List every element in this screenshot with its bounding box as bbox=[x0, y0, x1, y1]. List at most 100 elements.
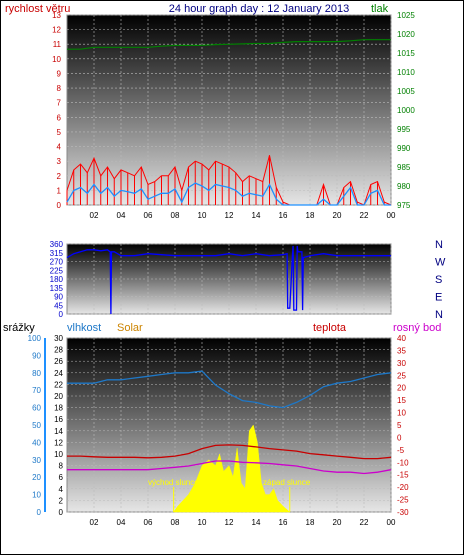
wind-time-tick-label: 08 bbox=[171, 211, 180, 220]
pressure-line bbox=[67, 39, 391, 50]
pressure-tick-label: 1005 bbox=[397, 87, 415, 96]
temperature-tick-label: 0 bbox=[397, 433, 402, 442]
pressure-tick-label: 1015 bbox=[397, 49, 415, 58]
dewpoint-line bbox=[67, 460, 392, 475]
wind-tick-label: 10 bbox=[52, 55, 61, 64]
solar-label: Solar bbox=[117, 322, 143, 334]
pressure-tick-label: 980 bbox=[397, 182, 411, 191]
rain-tick-label: 90 bbox=[32, 351, 41, 360]
temperature-tick-label: 35 bbox=[397, 346, 406, 355]
direction-tick-label: 90 bbox=[54, 293, 63, 302]
temperature-tick-label: -5 bbox=[397, 446, 405, 455]
pressure-tick-label: 1010 bbox=[397, 68, 415, 77]
rain-tick-label: 80 bbox=[32, 369, 41, 378]
wind-time-tick-label: 10 bbox=[198, 211, 207, 220]
wind-time-tick-label: 06 bbox=[144, 211, 153, 220]
solar-tick-label: 14 bbox=[54, 427, 63, 436]
solar-tick-label: 8 bbox=[59, 462, 64, 471]
rain-label: srážky bbox=[3, 322, 35, 334]
solar-tick-label: 4 bbox=[59, 485, 64, 494]
compass-tick-label: W bbox=[435, 257, 446, 269]
wind-tick-label: 13 bbox=[52, 11, 61, 20]
direction-tick-label: 225 bbox=[50, 266, 64, 275]
solar-tick-label: 30 bbox=[54, 334, 63, 343]
pressure-tick-label: 990 bbox=[397, 144, 411, 153]
temp-time-tick-label: 08 bbox=[171, 518, 180, 527]
wind-time-tick-label: 12 bbox=[225, 211, 234, 220]
temp-time-tick-label: 14 bbox=[252, 518, 261, 527]
wind-tick-label: 0 bbox=[57, 201, 62, 210]
wind-tick-label: 7 bbox=[57, 99, 62, 108]
temperature-tick-label: -15 bbox=[397, 471, 409, 480]
temp-time-tick-label: 10 bbox=[198, 518, 207, 527]
pressure-tick-label: 1000 bbox=[397, 106, 415, 115]
solar-tick-label: 26 bbox=[54, 357, 63, 366]
rain-tick-label: 50 bbox=[32, 421, 41, 430]
wind-time-tick-label: 00 bbox=[387, 211, 396, 220]
wind-tick-label: 6 bbox=[57, 113, 62, 122]
pressure-tick-label: 1020 bbox=[397, 30, 415, 39]
direction-tick-label: 135 bbox=[50, 284, 64, 293]
temperature-panel: 0102030405060708090100024681012141618202… bbox=[28, 334, 409, 527]
direction-tick-label: 270 bbox=[50, 258, 64, 267]
rain-tick-label: 20 bbox=[32, 473, 41, 482]
solar-tick-label: 18 bbox=[54, 404, 63, 413]
wind-time-tick-label: 16 bbox=[279, 211, 288, 220]
direction-tick-label: 360 bbox=[50, 240, 64, 249]
temperature-tick-label: -10 bbox=[397, 458, 409, 467]
wind-tick-label: 3 bbox=[57, 157, 62, 166]
wind-time-tick-label: 14 bbox=[252, 211, 261, 220]
wind-direction-line bbox=[66, 245, 391, 315]
solar-tick-label: 10 bbox=[54, 450, 63, 459]
direction-tick-label: 180 bbox=[50, 275, 64, 284]
temperature-tick-label: 40 bbox=[397, 334, 406, 343]
pressure-tick-label: 995 bbox=[397, 125, 411, 134]
solar-tick-label: 2 bbox=[59, 496, 64, 505]
sunset-annotation: západ slunce bbox=[263, 478, 311, 487]
wind-speed-label: rychlost větru bbox=[5, 3, 70, 15]
temperature-tick-label: 15 bbox=[397, 396, 406, 405]
direction-tick-label: 45 bbox=[54, 301, 63, 310]
temperature-tick-label: 5 bbox=[397, 421, 402, 430]
temperature-tick-label: 10 bbox=[397, 409, 406, 418]
solar-tick-label: 6 bbox=[59, 473, 64, 482]
compass-tick-label: S bbox=[435, 274, 442, 286]
temp-time-tick-label: 18 bbox=[306, 518, 315, 527]
rain-tick-label: 0 bbox=[37, 508, 42, 517]
solar-tick-label: 12 bbox=[54, 438, 63, 447]
temperature-line bbox=[67, 444, 392, 460]
solar-tick-label: 0 bbox=[59, 508, 64, 517]
temperature-tick-label: 20 bbox=[397, 384, 406, 393]
chart-title: 24 hour graph day : 12 January 2013 bbox=[169, 3, 349, 15]
rain-tick-label: 70 bbox=[32, 386, 41, 395]
compass-tick-label: E bbox=[435, 292, 442, 304]
compass-tick-label: N bbox=[435, 239, 443, 251]
wind-tick-label: 1 bbox=[57, 186, 62, 195]
temp-time-tick-label: 20 bbox=[333, 518, 342, 527]
sunrise-annotation: východ slunce bbox=[148, 478, 199, 487]
solar-area bbox=[173, 424, 291, 513]
solar-tick-label: 24 bbox=[54, 369, 63, 378]
wind-tick-label: 4 bbox=[57, 143, 62, 152]
wind-tick-label: 12 bbox=[52, 26, 61, 35]
pressure-label: tlak bbox=[371, 3, 389, 15]
rain-tick-label: 60 bbox=[32, 404, 41, 413]
temp-time-tick-label: 00 bbox=[387, 518, 396, 527]
wind-time-tick-label: 04 bbox=[117, 211, 126, 220]
direction-tick-label: 315 bbox=[50, 249, 64, 258]
solar-tick-label: 22 bbox=[54, 380, 63, 389]
dewpoint-label: rosný bod bbox=[393, 322, 441, 334]
solar-tick-label: 20 bbox=[54, 392, 63, 401]
temp-time-tick-label: 04 bbox=[117, 518, 126, 527]
temperature-tick-label: 25 bbox=[397, 371, 406, 380]
wind-tick-label: 2 bbox=[57, 172, 62, 181]
pressure-tick-label: 1025 bbox=[397, 11, 415, 20]
direction-tick-label: 0 bbox=[59, 310, 64, 319]
pressure-tick-label: 985 bbox=[397, 163, 411, 172]
temp-time-tick-label: 06 bbox=[144, 518, 153, 527]
solar-tick-label: 16 bbox=[54, 415, 63, 424]
rain-tick-label: 40 bbox=[32, 438, 41, 447]
